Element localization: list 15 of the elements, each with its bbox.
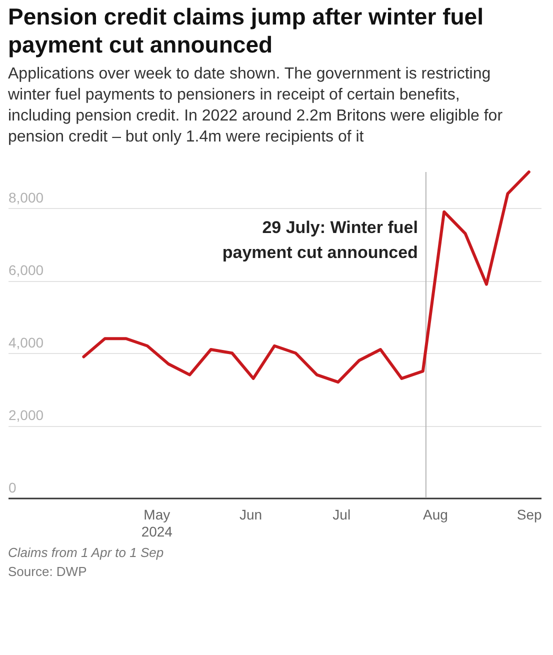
source-note: Source: DWP — [8, 564, 88, 579]
x-tick-label: Jun — [239, 506, 262, 522]
y-tick-label: 4,000 — [8, 334, 44, 351]
x-tick-label: Jul — [332, 506, 351, 522]
y-tick-label: 6,000 — [8, 262, 44, 278]
y-tick-label: 0 — [8, 480, 16, 496]
x-tick-label: May 2024 — [141, 506, 173, 540]
y-tick-label: 2,000 — [8, 407, 44, 424]
x-tick-label: Aug — [423, 506, 448, 522]
chart-title: Pension credit claims jump after winter fuel payment cut announced — [8, 4, 484, 58]
ref-line-label: 29 July: Winter fuel payment cut announced — [222, 218, 418, 262]
text: Claims from 1 Apr to 1 Sep — [8, 545, 165, 560]
chart-subtitle: Applications over week to date shown. The government is restricting winter fuel payments to pensioners in receipt of certain benefits, including pension credit. In 2022 around 2.2m Britons were eligible for pension credit – but only 1.4m were recipients of it — [7, 66, 504, 146]
y-tick-label: 8,000 — [8, 190, 44, 206]
x-tick-label: Sep — [516, 506, 542, 522]
